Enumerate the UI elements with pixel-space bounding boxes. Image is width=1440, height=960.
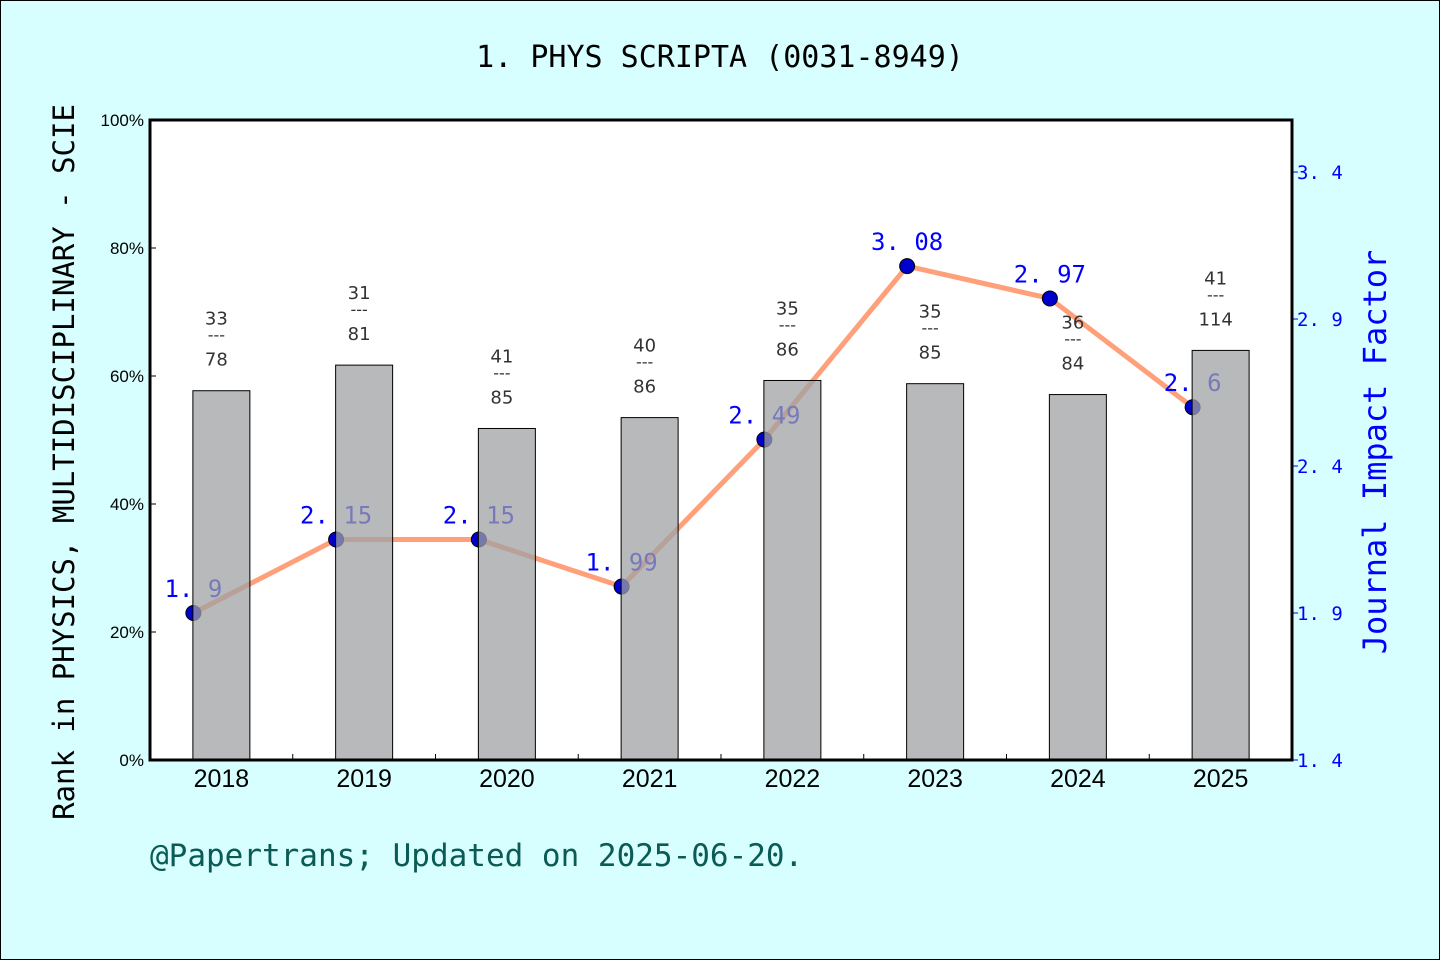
rank-denominator: 85 xyxy=(490,387,513,408)
chart-title: 1. PHYS SCRIPTA (0031-8949) xyxy=(476,40,964,75)
x-tick-label: 2018 xyxy=(194,765,250,793)
y-tick-label: 0% xyxy=(119,751,144,770)
y-tick-label: 80% xyxy=(110,239,144,258)
rank-bar xyxy=(1191,349,1250,761)
rank-bar xyxy=(335,364,394,761)
rank-numerator: 36 xyxy=(1061,313,1084,334)
jif-point xyxy=(899,258,916,275)
x-tick-label: 2023 xyxy=(907,765,963,793)
plot-border xyxy=(148,118,1294,762)
y2-tick-label: 1. 4 xyxy=(1297,750,1343,772)
rank-bar xyxy=(192,390,251,761)
rank-denominator: 78 xyxy=(205,350,228,371)
jif-point xyxy=(1041,290,1058,307)
y2-tick-label: 2. 9 xyxy=(1297,309,1343,331)
rank-denominator: 85 xyxy=(919,343,942,364)
fraction-separator: --- xyxy=(921,319,938,338)
y2-tick-label: 3. 4 xyxy=(1297,162,1343,184)
jif-label: 3. 08 xyxy=(871,228,943,256)
x-tick-label: 2024 xyxy=(1050,765,1106,793)
rank-numerator: 41 xyxy=(490,346,513,367)
rank-bar xyxy=(1048,394,1107,761)
rank-bar xyxy=(477,427,536,761)
fraction-separator: --- xyxy=(493,363,510,382)
rank-denominator: 86 xyxy=(776,339,799,360)
y2-axis-label: Journal Impact Factor xyxy=(1356,250,1394,655)
y-tick-label: 100% xyxy=(101,111,144,130)
fraction-separator: --- xyxy=(1064,330,1081,349)
fraction-separator: --- xyxy=(1207,285,1224,304)
rank-numerator: 35 xyxy=(919,302,942,323)
fraction-separator: --- xyxy=(636,353,653,372)
y-tick-label: 60% xyxy=(110,367,144,386)
rank-bar xyxy=(906,383,965,761)
rank-denominator: 84 xyxy=(1061,354,1084,375)
x-tick-label: 2022 xyxy=(765,765,821,793)
rank-numerator: 40 xyxy=(633,336,656,357)
rank-denominator: 86 xyxy=(633,377,656,398)
x-tick-label: 2020 xyxy=(479,765,535,793)
jif-label: 2. 97 xyxy=(1014,260,1086,288)
y-tick-label: 40% xyxy=(110,495,144,514)
footer-credit: @Papertrans; Updated on 2025-06-20. xyxy=(150,838,803,874)
x-tick-label: 2025 xyxy=(1193,765,1249,793)
fraction-separator: --- xyxy=(779,315,796,334)
rank-bar xyxy=(620,417,679,761)
x-tick-label: 2021 xyxy=(622,765,678,793)
rank-numerator: 31 xyxy=(348,283,371,304)
plot-area xyxy=(150,120,1292,760)
fraction-separator: --- xyxy=(208,326,225,345)
rank-numerator: 33 xyxy=(205,309,228,330)
rank-denominator: 81 xyxy=(348,324,371,345)
y-axis-label: Rank in PHYSICS, MULTIDISCIPLINARY - SCI… xyxy=(47,104,81,820)
y-tick-label: 20% xyxy=(110,623,144,642)
y2-tick-label: 1. 9 xyxy=(1297,603,1343,625)
fraction-separator: --- xyxy=(350,300,367,319)
rank-numerator: 41 xyxy=(1204,268,1227,289)
rank-numerator: 35 xyxy=(776,298,799,319)
x-tick-label: 2019 xyxy=(336,765,392,793)
y2-tick-label: 2. 4 xyxy=(1297,456,1343,478)
rank-bar xyxy=(763,379,822,761)
rank-denominator: 114 xyxy=(1198,309,1232,330)
